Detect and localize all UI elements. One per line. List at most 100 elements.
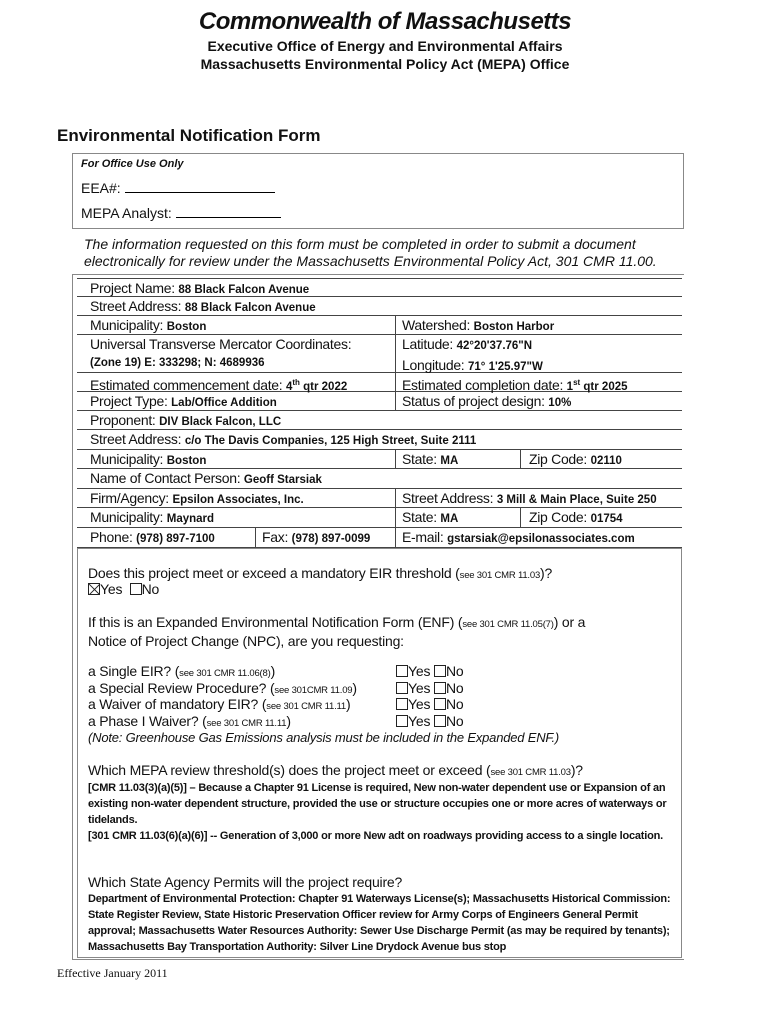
proponent-state-value[interactable]: MA [440,455,459,467]
proponent-zip-value[interactable]: 02110 [590,455,622,467]
watershed-value[interactable]: Boston Harbor [473,321,555,333]
n: 1 [566,380,574,393]
label: Municipality: [90,451,164,467]
t: )? [570,762,583,778]
contact-name-value[interactable]: Geoff Starsiak [243,474,322,486]
intro-text: The information requested on this form m… [84,236,657,269]
yes-checkbox[interactable] [396,681,408,694]
proponent-street-value[interactable]: c/o The Davis Companies, 125 High Street… [184,435,477,447]
threshold-answer-2: [301 CMR 11.03(6)(a)(6)] -- Generation o… [88,830,664,842]
commencement-value[interactable]: 4th qtr 2022 [286,378,347,393]
yes-checkbox[interactable] [396,714,408,727]
label: Universal Transverse Mercator Coordinate… [90,336,352,352]
no-label: No [445,679,464,696]
office-use-box: For Office Use Only EEA#: MEPA Analyst: [72,153,684,229]
ref: see 301 CMR 11.03 [459,570,541,581]
eir-question: Does this project meet or exceed a manda… [88,565,552,584]
subtitle-mepa: Massachusetts Environmental Policy Act (… [200,56,570,72]
proponent-municipality-value[interactable]: Boston [166,455,207,467]
eea-field[interactable] [124,192,275,193]
project-municipality-value[interactable]: Boston [166,321,207,333]
office-heading: For Office Use Only [81,158,184,170]
phone-value[interactable]: (978) 897-7100 [136,533,215,545]
ref: see 301 CMR 11.03 [490,767,571,778]
yes-checkbox-checked[interactable] [88,583,100,595]
label: Project Name: [90,280,175,296]
no-checkbox[interactable] [433,681,446,694]
row-firm: Firm/Agency: Epsilon Associates, Inc. St… [77,489,682,508]
utm-value[interactable]: (Zone 19) E: 333298; N: 4689936 [90,357,265,369]
form-title: Environmental Notification Form [57,126,321,145]
ref: see 301CMR 11.09 [274,684,353,696]
sup: th [292,378,300,387]
label: State: [402,451,437,467]
completion-value[interactable]: 1st qtr 2025 [566,378,628,393]
label: Estimated completion date: [402,376,564,393]
yes-checkbox[interactable] [396,665,408,677]
row-coordinates: Universal Transverse Mercator Coordinate… [77,335,682,373]
fax-value[interactable]: (978) 897-0099 [291,533,371,545]
ref: see 301 CMR 11.11 [266,701,346,712]
label: Municipality: [90,317,164,333]
label: Watershed: [402,317,471,333]
design-status-value[interactable]: 10% [548,397,572,409]
eea-label: EEA#: [81,180,121,196]
form-frame [72,274,684,960]
row-contact: Name of Contact Person: Geoff Starsiak [77,469,682,489]
label: Phone: [90,529,133,545]
project-street-value[interactable]: 88 Black Falcon Avenue [184,302,316,314]
no-checkbox[interactable] [433,714,446,727]
proponent-value[interactable]: DIV Black Falcon, LLC [159,416,282,428]
longitude-value[interactable]: 71° 1'25.97"W [468,361,543,373]
row-proponent: Proponent: DIV Black Falcon, LLC [77,411,682,430]
label: Firm/Agency: [90,490,169,506]
label: Name of Contact Person: [90,470,241,486]
t: a Phase I Waiver? ( [88,712,207,729]
yes-label: Yes [408,712,431,729]
firm-state-value[interactable]: MA [440,513,459,525]
t: ) [270,663,276,679]
project-name-value[interactable]: 88 Black Falcon Avenue [178,284,310,296]
request-item: a Phase I Waiver? (see 301 CMR 11.11) Ye… [88,713,668,732]
permits-answer: Department of Environmental Protection: … [88,893,671,953]
t: ) [286,712,291,729]
no-checkbox[interactable] [129,583,142,595]
row-municipality: Municipality: Boston Watershed: Boston H… [77,316,682,335]
t: Notice of Project Change (NPC), are you … [88,633,404,649]
yes-label: Yes [408,679,431,696]
label: Longitude: [402,357,465,373]
no-checkbox[interactable] [433,665,446,677]
firm-street-value[interactable]: 3 Mill & Main Place, Suite 250 [496,494,657,506]
label: Project Type: [90,393,168,409]
label: E-mail: [402,529,444,545]
t: ) [352,679,357,696]
row-firm-municipality: Municipality: Maynard State: MA Zip Code… [77,508,682,528]
permits-question: Which State Agency Permits will the proj… [88,874,403,890]
firm-municipality-value[interactable]: Maynard [166,513,215,525]
threshold-question: Which MEPA review threshold(s) does the … [88,762,583,781]
label: Fax: [262,529,289,545]
row-phone: Phone: (978) 897-7100 Fax: (978) 897-009… [77,528,682,548]
label: State: [402,509,437,525]
label: Proponent: [90,412,156,428]
yes-checkbox[interactable] [396,698,408,710]
email-value[interactable]: gstarsiak@epsilonassociates.com [447,533,635,545]
row-proponent-street: Street Address: c/o The Davis Companies,… [77,430,682,450]
ghg-note: (Note: Greenhouse Gas Emissions analysis… [88,730,559,745]
yes-label: Yes [408,696,431,712]
project-type-value[interactable]: Lab/Office Addition [171,397,277,409]
analyst-field[interactable] [175,217,281,218]
latitude-value[interactable]: 42°20'37.76"N [456,340,533,352]
t: a Special Review Procedure? ( [88,679,275,696]
firm-zip-value[interactable]: 01754 [590,513,623,525]
t: ) [345,696,351,712]
firm-value[interactable]: Epsilon Associates, Inc. [172,494,304,506]
row-proponent-municipality: Municipality: Boston State: MA Zip Code:… [77,450,682,469]
t: ) or a [553,614,586,630]
no-checkbox[interactable] [433,698,446,710]
page-title: Commonwealth of Massachusetts [198,8,572,35]
eir-answer: Yes No [88,581,159,598]
threshold-answer-1: [CMR 11.03(3)(a)(5)] – Because a Chapter… [88,782,667,826]
footer: Effective January 2011 [57,966,168,980]
label: Street Address: [402,490,494,506]
